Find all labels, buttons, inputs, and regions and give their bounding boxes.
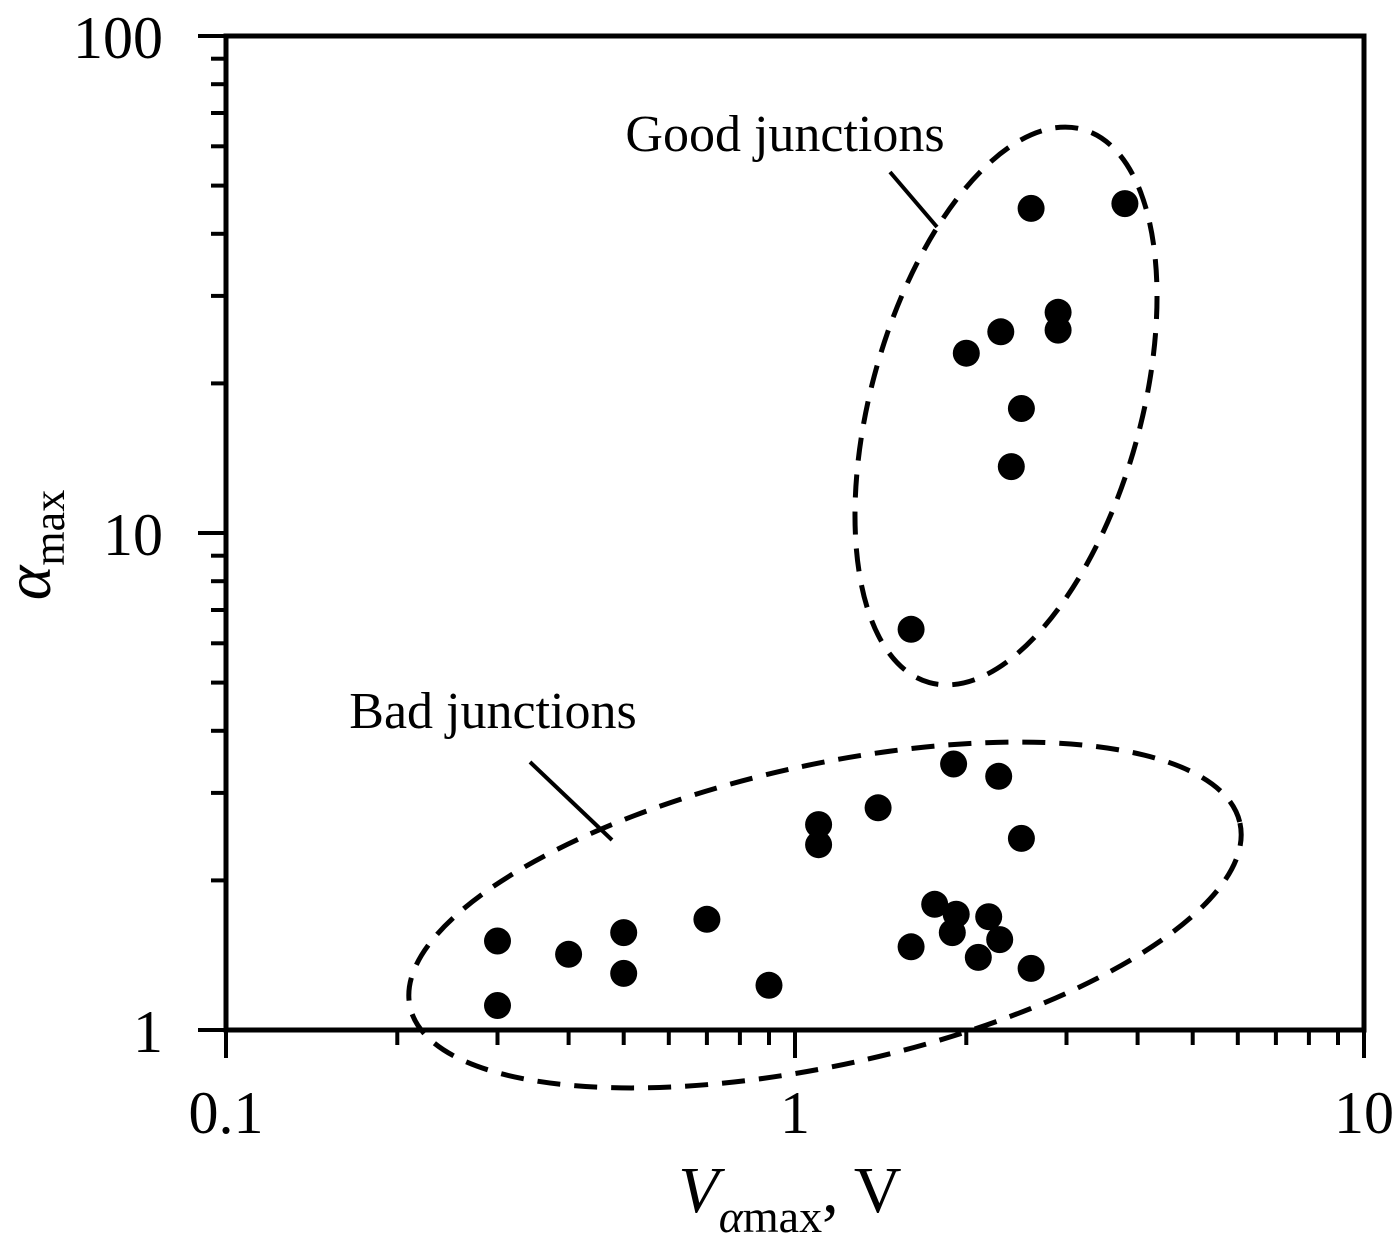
bad-leader-line bbox=[528, 760, 614, 842]
x-axis-symbol: V bbox=[678, 1154, 725, 1227]
data-point-bad bbox=[693, 905, 721, 933]
y-tick-label-10: 10 bbox=[103, 502, 163, 568]
plot-border bbox=[223, 33, 1367, 1033]
x-axis-subscript-symbol: α bbox=[719, 1191, 744, 1242]
data-point-bad bbox=[805, 831, 833, 859]
data-point-good bbox=[1007, 395, 1035, 422]
y-tick-label-100: 100 bbox=[73, 5, 163, 71]
data-point-bad bbox=[940, 750, 968, 778]
data-point-good bbox=[997, 453, 1025, 481]
good-leader-line bbox=[888, 170, 939, 229]
good-cluster-label: Good junctions bbox=[625, 106, 944, 163]
x-tick-label-10: 10 bbox=[1334, 1080, 1394, 1146]
data-point-good bbox=[1044, 316, 1072, 344]
data-point-bad bbox=[975, 903, 1003, 931]
axis-ticks bbox=[198, 34, 1366, 1058]
data-point-bad bbox=[1007, 824, 1035, 852]
y-tick-label-1: 1 bbox=[133, 999, 163, 1065]
data-point-bad bbox=[864, 794, 892, 822]
data-point-good bbox=[897, 615, 925, 643]
data-point-bad bbox=[921, 890, 949, 918]
y-axis-title: αmax bbox=[0, 490, 74, 600]
data-point-bad bbox=[986, 926, 1014, 954]
x-axis-unit: , V bbox=[822, 1154, 901, 1227]
data-point-bad bbox=[964, 943, 992, 971]
data-point-bad bbox=[1017, 954, 1045, 982]
data-point-good bbox=[952, 339, 980, 367]
x-tick-label-0.1: 0.1 bbox=[189, 1080, 264, 1146]
data-point-bad bbox=[484, 992, 511, 1019]
bad-cluster-label: Bad junctions bbox=[349, 683, 636, 740]
data-point-bad bbox=[484, 927, 511, 955]
data-point-good bbox=[987, 318, 1015, 346]
data-point-bad bbox=[985, 762, 1013, 790]
x-axis-title: Vαmax, V bbox=[678, 1154, 901, 1242]
y-axis-symbol: α bbox=[0, 564, 65, 600]
good-cluster-ellipse bbox=[852, 124, 1160, 688]
data-points bbox=[484, 190, 1139, 1019]
data-point-bad bbox=[897, 933, 925, 961]
data-point-good bbox=[1017, 194, 1045, 222]
data-point-bad bbox=[938, 919, 966, 947]
x-axis-subscript-text: max bbox=[743, 1191, 822, 1242]
x-tick-label-1: 1 bbox=[780, 1080, 810, 1146]
bad-cluster-ellipse bbox=[406, 739, 1244, 1091]
y-axis-subscript: max bbox=[25, 490, 74, 566]
cluster-annotations bbox=[406, 124, 1244, 1091]
data-point-bad bbox=[555, 940, 583, 968]
data-point-good bbox=[1111, 190, 1139, 218]
data-point-bad bbox=[805, 811, 833, 839]
data-point-bad bbox=[610, 959, 638, 987]
data-point-bad bbox=[610, 919, 638, 947]
data-point-bad bbox=[755, 971, 783, 999]
